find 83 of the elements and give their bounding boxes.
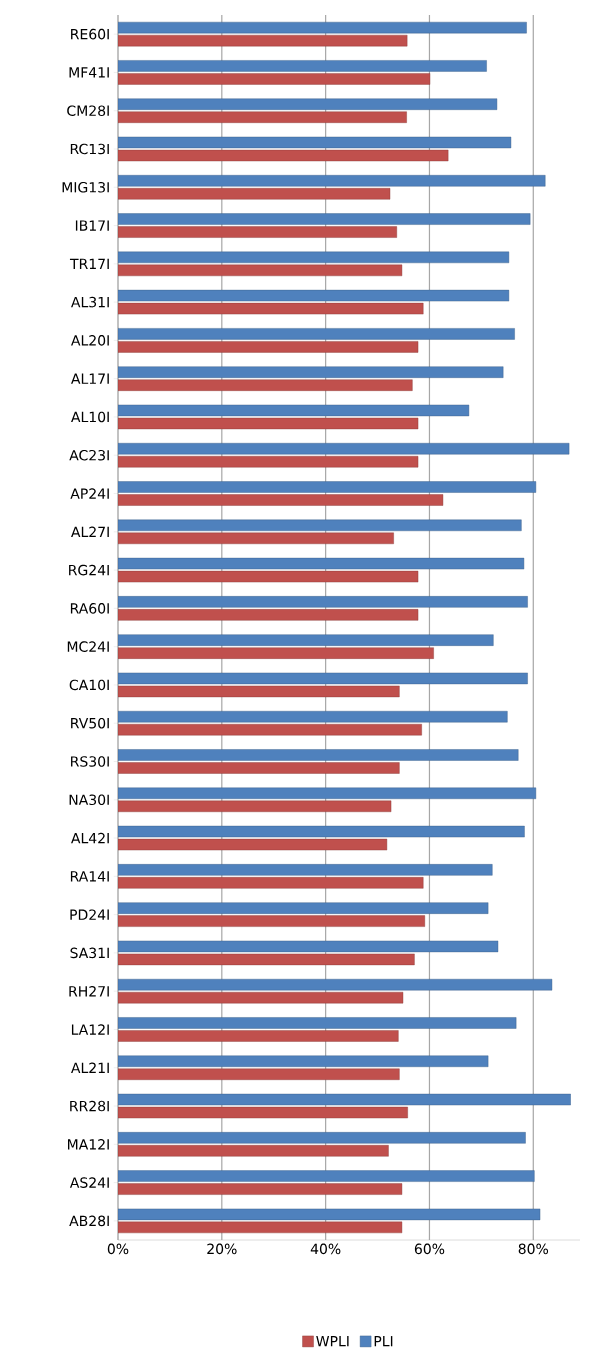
bar — [118, 978, 553, 991]
bar — [118, 877, 424, 889]
y-tick-label: AL10I — [71, 411, 109, 423]
y-tick-label: MC24I — [67, 641, 109, 652]
y-tick-label: AL17I — [71, 373, 109, 384]
y-tick-label: RS30I — [71, 756, 109, 767]
bar — [118, 379, 413, 391]
bar — [118, 341, 419, 353]
legend-label: PLI — [374, 1336, 393, 1347]
bar — [118, 596, 528, 608]
bar — [118, 800, 392, 812]
bar — [118, 902, 489, 914]
y-tick-label: RE60I — [71, 28, 109, 40]
x-tick-label: 40% — [310, 1243, 341, 1255]
y-tick-label: TR17I — [69, 258, 109, 269]
bar — [118, 1068, 400, 1080]
bar — [118, 711, 508, 723]
bar — [118, 787, 537, 799]
bar — [118, 864, 493, 876]
bar — [118, 328, 515, 340]
x-tick-label: 20% — [207, 1243, 237, 1255]
y-tick-label: CM28I — [67, 105, 109, 117]
y-tick-label: SA31I — [70, 947, 109, 959]
x-tick-label: 60% — [414, 1243, 445, 1255]
bar — [118, 175, 546, 187]
bar — [118, 519, 522, 532]
y-tick-label: MA12I — [68, 1139, 109, 1150]
bar — [118, 1017, 517, 1029]
bar — [118, 1145, 389, 1157]
y-tick-label: RV50I — [71, 717, 109, 729]
bar — [118, 366, 504, 378]
bar — [118, 724, 422, 736]
y-tick-label: RC13I — [70, 143, 109, 155]
bar — [118, 647, 434, 659]
y-tick-label: AB28I — [69, 1215, 109, 1227]
y-tick-label: MF41I — [69, 67, 109, 78]
bar — [118, 749, 519, 761]
bar — [118, 456, 419, 468]
y-tick-label: AP24I — [70, 488, 109, 499]
bar — [118, 494, 444, 506]
y-tick-label: AL42I — [71, 832, 109, 844]
bar — [118, 213, 531, 225]
bar — [118, 1170, 535, 1182]
bar — [118, 634, 494, 646]
y-tick-label: RR28I — [70, 1100, 109, 1112]
y-tick-label: AC23I — [69, 449, 109, 461]
y-tick-label: AL27I — [71, 526, 109, 537]
bar — [118, 1055, 489, 1067]
bar — [118, 188, 391, 200]
bar — [118, 762, 400, 774]
bar — [118, 915, 425, 927]
bar — [118, 532, 394, 544]
bar — [118, 60, 487, 72]
x-tick-label: 80% — [518, 1243, 549, 1255]
bar — [118, 481, 537, 493]
bar — [118, 251, 510, 264]
y-tick-label: NA30I — [69, 794, 109, 806]
bar — [118, 111, 407, 123]
bar — [118, 73, 431, 85]
y-tick-label: RA60I — [70, 603, 109, 614]
bar — [118, 264, 403, 277]
y-tick-label: LA12I — [71, 1024, 109, 1035]
legend-label: WPLI — [316, 1336, 349, 1347]
bar — [118, 1132, 526, 1144]
y-tick-label: AL31I — [71, 296, 109, 308]
bar — [118, 1183, 403, 1195]
bar — [118, 991, 404, 1004]
y-tick-label: AL21I — [71, 1062, 109, 1073]
y-tick-label: IB17I — [75, 220, 109, 231]
y-tick-label: AS24I — [69, 1177, 109, 1188]
y-tick-label: MIG13I — [62, 181, 109, 193]
y-tick-label: AL20I — [71, 335, 109, 346]
bar — [118, 1030, 399, 1042]
bar — [118, 609, 419, 621]
x-tick-label: 0% — [107, 1243, 129, 1255]
y-tick-label: RH27I — [69, 985, 109, 997]
y-tick-label: PD24I — [70, 909, 109, 920]
bar — [118, 226, 397, 238]
y-tick-label: RA14I — [70, 871, 109, 882]
bar — [118, 443, 570, 455]
y-tick-label: CA10I — [69, 679, 109, 691]
y-tick-label: RG24I — [69, 564, 109, 576]
bar — [118, 98, 498, 110]
